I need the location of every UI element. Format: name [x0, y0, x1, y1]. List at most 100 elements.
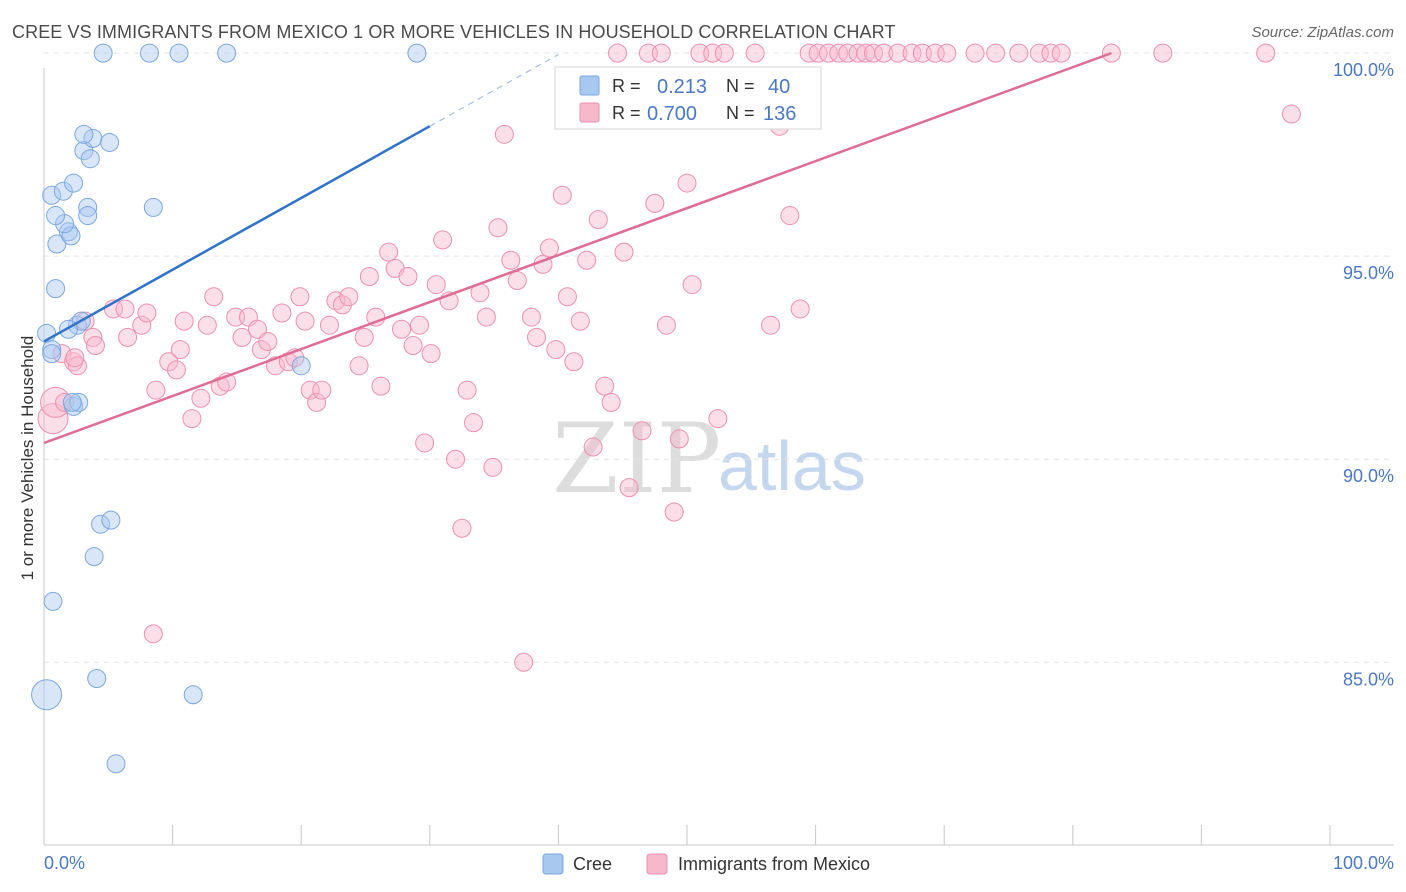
- mexico-point: [863, 43, 883, 63]
- legend-r-value-mexico: 0.700: [647, 103, 697, 125]
- mexico-point: [204, 287, 224, 307]
- mexico-point: [708, 409, 728, 429]
- cree-point: [143, 197, 163, 217]
- mexico-point: [403, 336, 423, 356]
- mexico-point: [557, 287, 577, 307]
- y-tick-label: 90.0%: [1343, 466, 1394, 486]
- cree-point: [47, 234, 67, 254]
- cree-point: [101, 510, 121, 530]
- mexico-point: [55, 392, 75, 412]
- mexico-point: [669, 429, 689, 449]
- mexico-point: [808, 43, 828, 63]
- mexico-point: [595, 376, 615, 396]
- mexico-point: [601, 392, 621, 412]
- mexico-point: [848, 43, 868, 63]
- legend-swatch-cree: [579, 75, 600, 96]
- x-ticks: [43, 825, 1331, 845]
- mexico-point: [115, 299, 135, 319]
- mexico-point: [379, 242, 399, 262]
- mexico-point: [1041, 43, 1061, 63]
- mexico-point: [415, 433, 435, 453]
- chart-title: CREE VS IMMIGRANTS FROM MEXICO 1 OR MORE…: [12, 22, 896, 42]
- stats-legend: R = 0.213 N = 40 R = 0.700 N = 136: [554, 66, 822, 130]
- cree-point: [217, 43, 237, 63]
- mexico-point: [159, 352, 179, 372]
- mexico-point: [247, 319, 267, 339]
- mexico-point: [339, 287, 359, 307]
- mexico-point: [251, 340, 271, 360]
- cree-point: [139, 43, 159, 63]
- mexico-point: [539, 238, 559, 258]
- cree-point: [46, 206, 66, 226]
- mexico-point: [619, 478, 639, 498]
- mexico-point: [272, 303, 292, 323]
- mexico-point: [1256, 43, 1276, 63]
- mexico-point: [349, 356, 369, 376]
- mexico-point: [937, 43, 957, 63]
- series-immigrants-from-mexico: [37, 43, 1301, 672]
- mexico-point: [703, 43, 723, 63]
- legend-r-label-mexico: R =: [612, 103, 641, 123]
- bottom-legend-label-mexico: Immigrants from Mexico: [678, 854, 870, 874]
- mexico-point: [476, 307, 496, 327]
- mexico-point: [656, 315, 676, 335]
- cree-point: [74, 124, 94, 144]
- mexico-point: [452, 518, 472, 538]
- mexico-point: [232, 327, 252, 347]
- series-cree: [31, 43, 427, 774]
- cree-point: [169, 43, 189, 63]
- mexico-trend-line: [43, 51, 1112, 445]
- y-tick-label: 100.0%: [1333, 60, 1394, 80]
- mexico-point: [464, 413, 484, 433]
- mexico-point: [132, 315, 152, 335]
- cree-point: [42, 340, 62, 360]
- mexico-point: [366, 307, 386, 327]
- mexico-point: [371, 376, 391, 396]
- cree-point: [291, 356, 311, 376]
- mexico-point: [1051, 43, 1071, 63]
- series-legend: Cree Immigrants from Mexico: [542, 853, 870, 875]
- axes: [43, 68, 1394, 846]
- mexico-point: [552, 185, 572, 205]
- mexico-point: [146, 380, 166, 400]
- cree-point: [42, 185, 62, 205]
- mexico-point: [118, 327, 138, 347]
- mexico-point: [925, 43, 945, 63]
- mexico-point: [714, 43, 734, 63]
- mexico-point: [332, 295, 352, 315]
- legend-r-value-cree: 0.213: [657, 76, 707, 98]
- cree-point: [42, 344, 62, 364]
- source-label: Source: ZipAtlas.com: [1251, 24, 1394, 41]
- mexico-point: [577, 250, 597, 270]
- mexico-point: [745, 43, 765, 63]
- cree-point: [78, 197, 98, 217]
- mexico-point: [143, 624, 163, 644]
- cree-point: [100, 132, 120, 152]
- y-tick-labels: 85.0% 90.0% 95.0% 100.0%: [1333, 60, 1394, 689]
- mexico-point: [645, 193, 665, 213]
- cree-trend-extension: [429, 53, 559, 127]
- mexico-point: [359, 266, 379, 286]
- legend-r-label-cree: R =: [612, 76, 641, 96]
- x-tick-label-min: 0.0%: [44, 853, 85, 873]
- mexico-point: [182, 409, 202, 429]
- legend-n-value-mexico: 136: [763, 103, 796, 125]
- mexico-point: [902, 43, 922, 63]
- mexico-point: [300, 380, 320, 400]
- cree-point: [61, 226, 81, 246]
- y-tick-label: 95.0%: [1343, 263, 1394, 283]
- mexico-point: [312, 380, 332, 400]
- mexico-point: [583, 437, 603, 457]
- mexico-point: [1281, 104, 1301, 124]
- mexico-point: [677, 173, 697, 193]
- watermark-atlas: atlas: [718, 427, 866, 505]
- x-tick-label-max: 100.0%: [1333, 853, 1394, 873]
- mexico-point: [494, 124, 514, 144]
- mexico-point: [166, 360, 186, 380]
- mexico-point: [392, 319, 412, 339]
- legend-swatch-mexico: [579, 102, 600, 123]
- mexico-point: [888, 43, 908, 63]
- mexico-point: [319, 315, 339, 335]
- mexico-point: [37, 403, 69, 435]
